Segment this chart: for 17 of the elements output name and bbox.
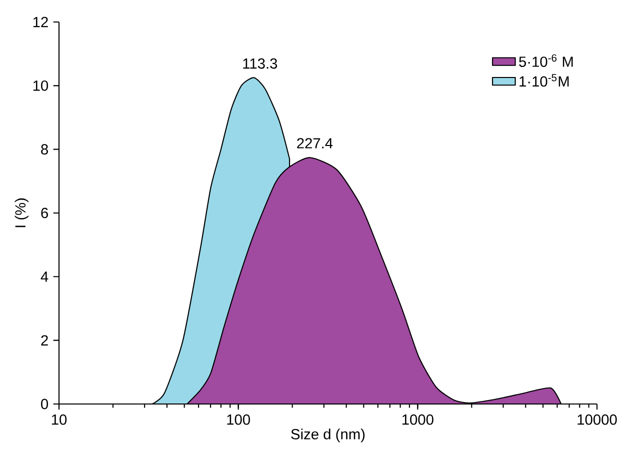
legend-label: 5·10$^{-6}$ M [519,54,573,67]
x-tick-label: 10000 [578,414,617,425]
y-tick-label: 2 [41,335,48,346]
x-tick-label: 1000 [402,414,434,425]
y-tick-label: 6 [41,208,48,218]
annotation: 227.4 [297,138,333,148]
x-tick-label: 100 [227,414,250,425]
y-tick-label: 12 [33,16,48,28]
y-tick-label: 10 [33,80,48,91]
legend-label: 1·10$^{-5}$M [520,74,569,87]
annotation: 113.3 [243,58,278,69]
y-tick-label: 8 [41,144,48,155]
x-axis-title: Size d (nm) [291,428,365,442]
y-tick-label: 0 [41,398,48,410]
y-axis-title: I (%) [14,198,28,228]
y-tick-label: 4 [40,272,48,282]
x-tick-label: 10 [52,414,67,425]
